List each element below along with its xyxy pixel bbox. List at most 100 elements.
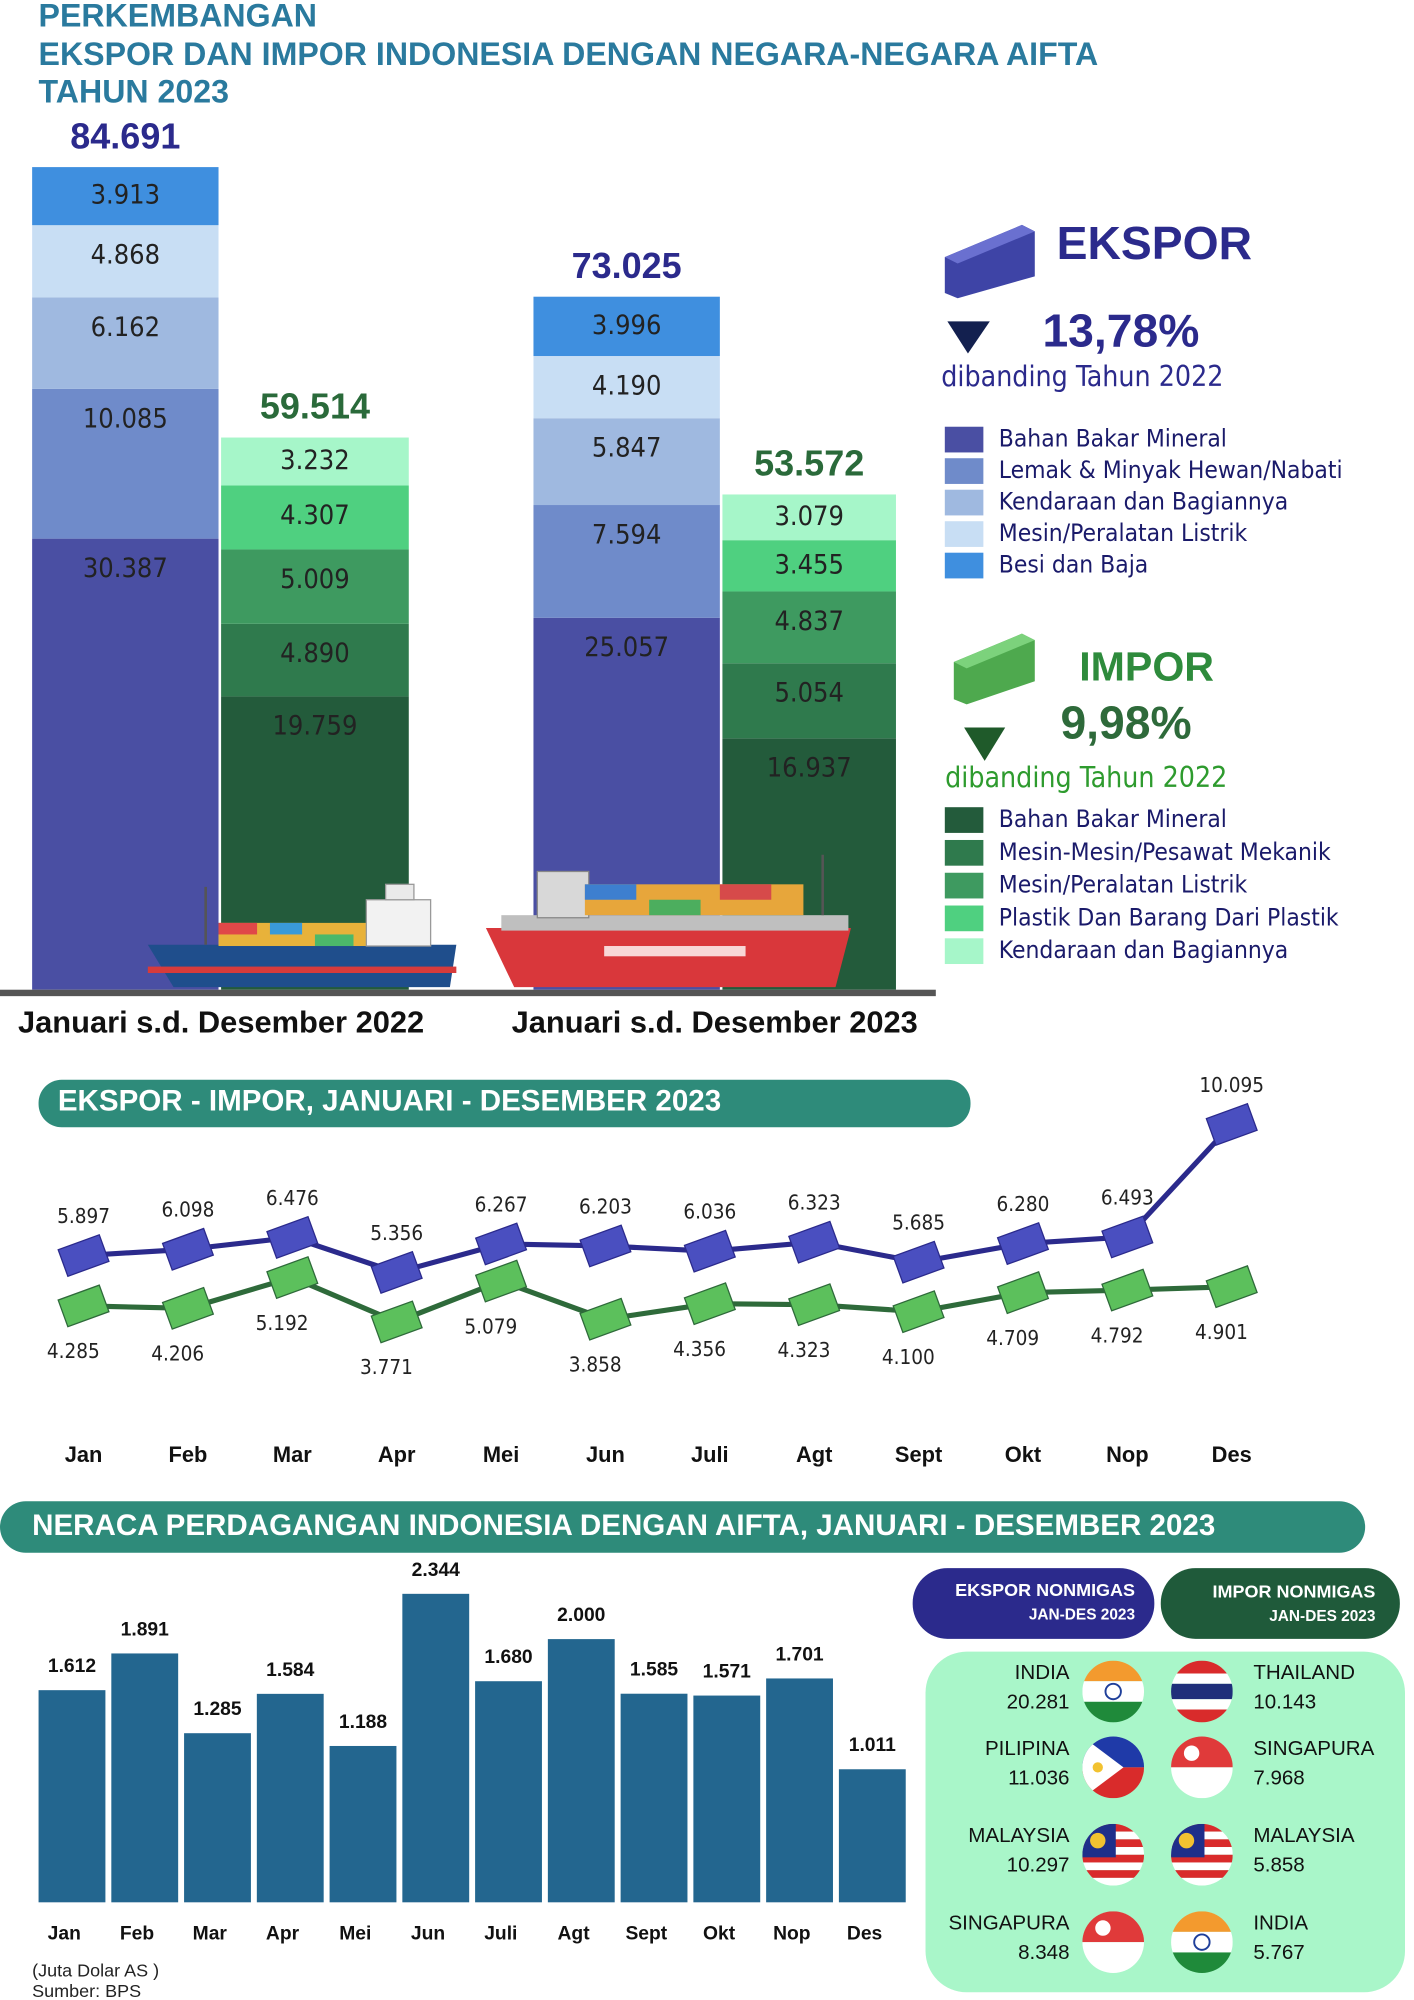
- bar: [184, 1733, 251, 1903]
- flag-part: [1183, 1745, 1200, 1761]
- bar-segment: [722, 494, 896, 541]
- flag-part: [1171, 1911, 1233, 1932]
- segment-label: 5.009: [280, 564, 349, 595]
- container-marker: [161, 1286, 215, 1330]
- section-header: [0, 1501, 1366, 1553]
- data-label: 5.685: [892, 1211, 945, 1235]
- ground-line: [0, 989, 936, 997]
- container-icon: [953, 633, 1035, 705]
- change-note: dibanding Tahun 2022: [945, 761, 1227, 794]
- flag-icon: [1082, 1660, 1145, 1723]
- flag-part: [1171, 1683, 1233, 1700]
- segment-label: 30.387: [83, 553, 168, 584]
- legend-swatch: [944, 839, 984, 866]
- flag-icon: [1171, 1911, 1233, 1974]
- bar: [547, 1639, 615, 1903]
- change-value: 9,98%: [1060, 696, 1191, 748]
- data-label: 4.709: [986, 1326, 1039, 1350]
- legend-label: Bahan Bakar Mineral: [999, 804, 1227, 833]
- data-label: 1.680: [484, 1647, 532, 1668]
- container-marker: [161, 1227, 215, 1271]
- country-value: 10.143: [1253, 1691, 1316, 1714]
- country-value: 5.858: [1253, 1854, 1304, 1877]
- total-label: 73.025: [572, 245, 682, 286]
- bar-segment: [533, 356, 720, 419]
- data-label: 4.792: [1091, 1323, 1144, 1347]
- flag-body: [1171, 1736, 1233, 1799]
- title-line: TAHUN 2023: [39, 73, 229, 109]
- data-label: 1.701: [775, 1644, 823, 1665]
- total-label: 59.514: [260, 386, 370, 427]
- segment-label: 3.913: [91, 180, 160, 211]
- down-arrow: [947, 321, 990, 354]
- data-label: 6.098: [161, 1198, 214, 1222]
- container-marker: [57, 1284, 110, 1328]
- flag-part: [1082, 1877, 1145, 1886]
- data-label: 1.571: [703, 1662, 751, 1683]
- flag-part: [1082, 1736, 1124, 1799]
- country-name: INDIA: [1015, 1661, 1070, 1684]
- data-label: 1.891: [121, 1619, 169, 1640]
- flag-body: [1171, 1660, 1233, 1723]
- bar: [256, 1693, 324, 1903]
- data-label: 4.901: [1195, 1320, 1248, 1344]
- legend-swatch: [944, 489, 984, 516]
- panel-header: [1160, 1568, 1400, 1639]
- x-tick-label: Des: [847, 1924, 882, 1945]
- flag-icon: [1082, 1736, 1145, 1799]
- bar: [329, 1745, 397, 1903]
- x-tick-label: Mei: [339, 1924, 371, 1945]
- container-marker: [788, 1220, 841, 1264]
- data-label: 4.356: [673, 1337, 726, 1361]
- legend-swatch: [944, 872, 984, 899]
- data-label: 4.206: [151, 1342, 204, 1366]
- bar: [838, 1769, 906, 1903]
- container-marker: [1101, 1268, 1154, 1312]
- flag-icon: [1171, 1736, 1233, 1799]
- container-marker: [1101, 1215, 1154, 1259]
- bar-segment: [32, 538, 219, 990]
- country-name: PILIPINA: [985, 1737, 1070, 1760]
- section-title: NERACA PERDAGANGAN INDONESIA DENGAN AIFT…: [32, 1509, 1215, 1542]
- flag-part: [1171, 1870, 1233, 1878]
- flag-part: [1171, 1862, 1233, 1871]
- down-arrow: [964, 727, 1006, 761]
- container-marker: [370, 1250, 423, 1295]
- data-label: 5.356: [370, 1221, 423, 1245]
- container-marker: [1205, 1265, 1258, 1309]
- x-tick-label: Juli: [691, 1442, 729, 1467]
- flag-part: [1095, 1920, 1111, 1936]
- segment-label: 4.890: [280, 638, 349, 669]
- country-panel: [925, 1651, 1406, 1993]
- bar-segment: [722, 540, 896, 592]
- flag-body: [1171, 1911, 1233, 1974]
- flag-part: [1090, 1832, 1106, 1849]
- data-label: 4.323: [777, 1338, 830, 1362]
- legend-label: Plastik Dan Barang Dari Plastik: [999, 902, 1339, 931]
- container-marker: [996, 1221, 1050, 1266]
- country-value: 10.297: [1007, 1854, 1070, 1877]
- panel-header: [912, 1568, 1155, 1639]
- segment-label: 3.996: [592, 310, 661, 341]
- country-value: 7.968: [1253, 1766, 1304, 1789]
- data-label: 1.188: [339, 1712, 387, 1733]
- segment-label: 3.232: [280, 445, 349, 476]
- x-tick-label: Jun: [411, 1924, 445, 1945]
- flag-body: [1082, 1660, 1145, 1723]
- ship-illustration: [147, 883, 457, 988]
- legend-label: Mesin-Mesin/Pesawat Mekanik: [999, 837, 1331, 866]
- container-marker: [683, 1282, 737, 1326]
- container-icon: [944, 224, 1035, 299]
- flag-part: [1104, 1682, 1122, 1701]
- country-name: SINGAPURA: [948, 1912, 1069, 1935]
- flag-body: [1082, 1911, 1145, 1974]
- data-label: 2.344: [412, 1560, 460, 1581]
- container-marker: [788, 1283, 841, 1327]
- category-label: Januari s.d. Desember 2023: [512, 1005, 918, 1040]
- data-label: 6.323: [788, 1191, 841, 1215]
- flag-part: [1171, 1673, 1233, 1684]
- flag-part: [1082, 1870, 1145, 1878]
- data-label: 1.011: [849, 1735, 896, 1756]
- x-tick-label: Sept: [625, 1924, 667, 1945]
- data-label: 4.285: [47, 1339, 100, 1363]
